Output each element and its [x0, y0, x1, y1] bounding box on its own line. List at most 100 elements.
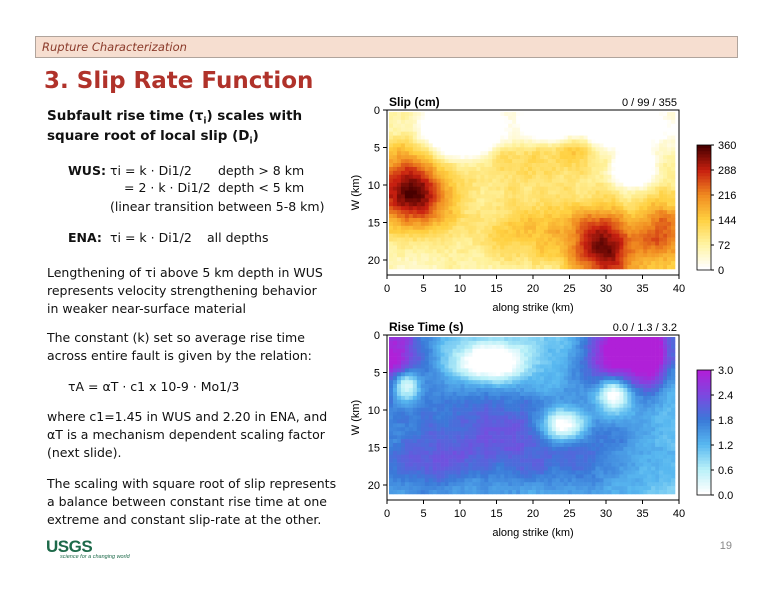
rise-time-heatmap-cell: [452, 431, 457, 436]
rise-time-heatmap-cell: [444, 368, 449, 373]
rise-time-heatmap-cell: [587, 340, 592, 346]
slip-heatmap-cell: [595, 257, 600, 262]
slip-heatmap-cell: [647, 174, 652, 180]
slip-heatmap-cell: [392, 194, 398, 199]
rise-time-heatmap-cell: [623, 352, 628, 357]
slip-heatmap-cell: [555, 214, 561, 219]
slip-heatmap-cell: [440, 214, 445, 219]
rise-time-heatmap-cell: [623, 391, 628, 397]
rise-time-heatmap-cell: [396, 391, 402, 397]
rise-time-heatmap-cell: [416, 431, 422, 436]
rise-time-heatmap-cell: [627, 337, 632, 342]
slip-heatmap-cell: [524, 155, 529, 160]
slip-heatmap-cell: [444, 221, 449, 227]
slip-heatmap-cell: [460, 233, 465, 238]
slip-heatmap-cell: [448, 139, 453, 144]
rise-time-heatmap-cell: [524, 340, 529, 346]
slip-heatmap-cell: [400, 202, 406, 207]
slip-heatmap-cell: [607, 166, 612, 172]
slip-colorbar-segment: [697, 157, 711, 162]
slip-heatmap-cell: [659, 182, 664, 187]
slip-heatmap-cell: [472, 159, 477, 164]
rise-time-heatmap-cell: [643, 372, 648, 377]
rise-time-heatmap-cell: [524, 388, 529, 393]
slip-heatmap-cell: [436, 178, 441, 183]
rise-time-heatmap-cell: [432, 435, 437, 440]
slip-heatmap-cell: [563, 210, 569, 215]
slip-heatmap-cell: [615, 253, 620, 258]
slip-heatmap-cell: [508, 206, 513, 211]
rise-time-heatmap-cell: [460, 348, 465, 353]
slip-heatmap-cell: [631, 221, 636, 227]
slip-heatmap-cell: [440, 245, 445, 250]
rise-time-heatmap-cell: [440, 391, 445, 397]
para3-line3: (next slide).: [47, 445, 122, 460]
slip-heatmap-cell: [408, 225, 414, 231]
slip-heatmap-cell: [392, 245, 398, 250]
rise-time-heatmap-cell: [528, 337, 533, 342]
slip-heatmap-cell: [389, 249, 394, 254]
slip-heatmap-cell: [464, 131, 469, 136]
slip-heatmap-cell: [492, 237, 497, 242]
slip-heatmap-cell: [532, 265, 537, 270]
rise-time-heatmap-cell: [539, 442, 545, 448]
slip-heatmap-cell: [532, 182, 537, 187]
rise-time-heatmap-cell: [416, 427, 422, 432]
rise-time-heatmap-cell: [647, 423, 652, 428]
rise-time-heatmap-cell: [448, 368, 453, 373]
slip-heatmap-cell: [408, 221, 414, 227]
slip-heatmap-cell: [496, 170, 501, 176]
slip-heatmap-cell: [396, 190, 402, 195]
slip-heatmap-cell: [520, 151, 525, 156]
slip-heatmap-cell: [444, 194, 449, 199]
slip-heatmap-cell: [508, 159, 513, 164]
slip-heatmap-cell: [508, 139, 513, 144]
rise-time-heatmap-cell: [412, 431, 418, 436]
slip-heatmap-cell: [504, 123, 509, 128]
slip-heatmap-cell: [623, 214, 628, 219]
rise-time-heatmap-cell: [416, 442, 422, 448]
slip-heatmap-cell: [579, 186, 584, 191]
rise-time-heatmap-cell: [551, 360, 557, 365]
slip-heatmap-cell: [520, 155, 525, 160]
rise-time-heatmap-cell: [591, 364, 596, 369]
slip-y-axis-label: W (km): [350, 175, 362, 210]
slip-heatmap-cell: [547, 131, 553, 136]
slip-heatmap-cell: [468, 198, 473, 203]
slip-heatmap-cell: [551, 214, 557, 219]
slip-heatmap-cell: [512, 206, 517, 211]
slip-heatmap-cell: [476, 127, 481, 132]
rise-time-heatmap-cell: [396, 407, 402, 412]
rise-time-heatmap-cell: [400, 411, 406, 416]
slip-heatmap-cell: [643, 151, 648, 156]
slip-heatmap-cell: [532, 202, 537, 207]
rise-time-heatmap-cell: [543, 403, 549, 408]
slip-heatmap-cell: [599, 119, 604, 125]
rise-time-heatmap-cell: [635, 364, 640, 369]
slip-heatmap-cell: [416, 237, 422, 242]
rise-time-heatmap-cell: [599, 411, 604, 416]
rise-time-heatmap-cell: [404, 340, 410, 346]
slip-heatmap-cell: [389, 261, 394, 266]
rise-time-heatmap-cell: [599, 399, 604, 405]
slip-heatmap-cell: [420, 233, 426, 238]
slip-colorbar-segment: [697, 170, 711, 174]
rise-time-heatmap-cell: [539, 411, 545, 416]
slip-heatmap-cell: [488, 163, 493, 168]
rise-time-heatmap-cell: [559, 356, 565, 361]
slip-heatmap-cell: [663, 112, 668, 117]
slip-heatmap-cell: [468, 217, 473, 223]
rise-time-heatmap-cell: [389, 403, 394, 408]
slip-heatmap-cell: [551, 221, 557, 227]
slip-heatmap-cell: [520, 221, 525, 227]
rise-time-heatmap-cell: [575, 439, 580, 444]
rise-time-heatmap-cell: [667, 407, 672, 412]
rise-time-heatmap-cell: [603, 427, 608, 432]
rise-time-heatmap-cell: [579, 388, 584, 393]
slip-heatmap-cell: [563, 131, 569, 136]
slip-heatmap-cell: [595, 206, 600, 211]
slip-heatmap-cell: [547, 233, 553, 238]
slip-heatmap-cell: [428, 214, 433, 219]
slip-heatmap-cell: [492, 159, 497, 164]
rise-time-heatmap-cell: [444, 407, 449, 412]
